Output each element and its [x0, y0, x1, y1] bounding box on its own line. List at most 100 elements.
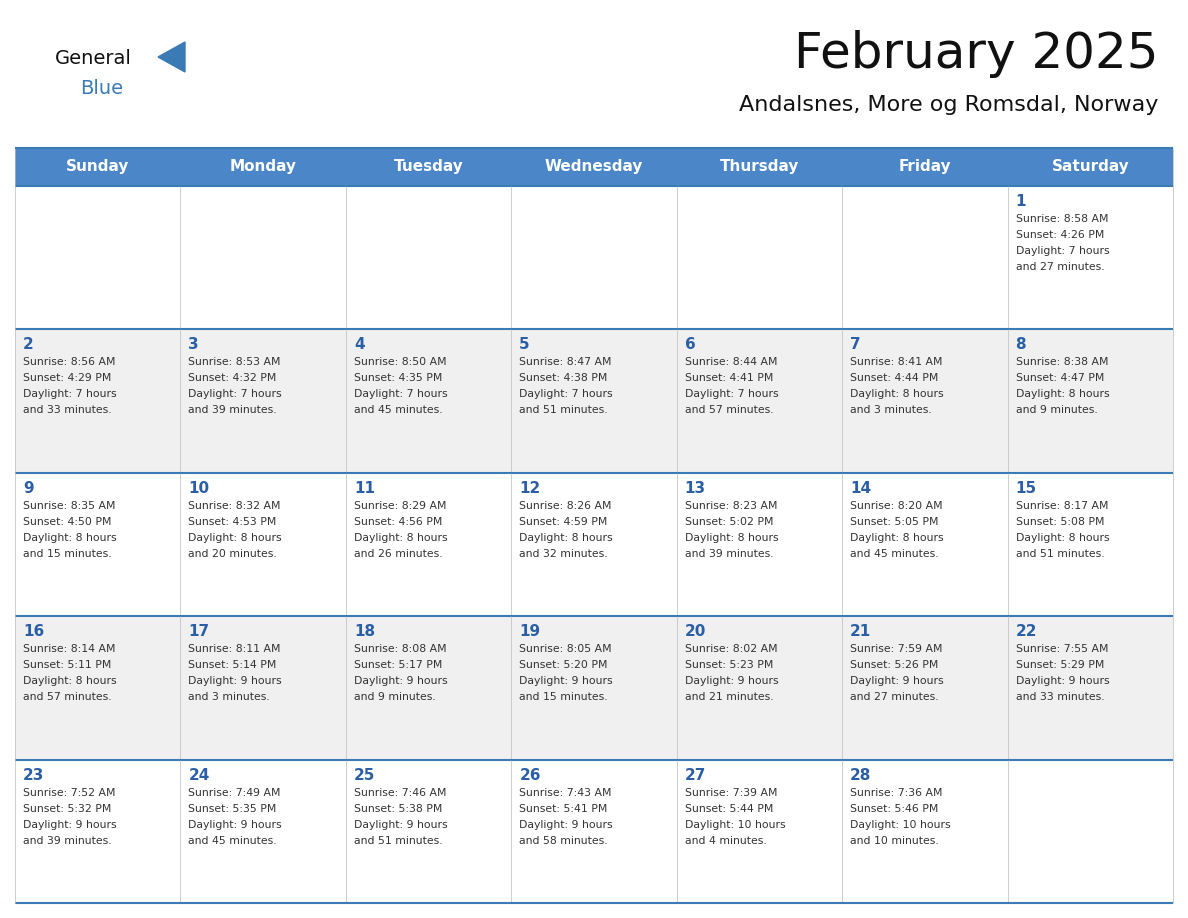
Text: 25: 25 — [354, 767, 375, 783]
Text: Sunset: 4:41 PM: Sunset: 4:41 PM — [684, 374, 773, 384]
Text: Sunrise: 8:02 AM: Sunrise: 8:02 AM — [684, 644, 777, 655]
Text: Sunrise: 7:36 AM: Sunrise: 7:36 AM — [851, 788, 942, 798]
Text: 28: 28 — [851, 767, 872, 783]
Text: and 57 minutes.: and 57 minutes. — [684, 406, 773, 416]
Text: 24: 24 — [189, 767, 210, 783]
Text: 17: 17 — [189, 624, 209, 639]
Text: Sunday: Sunday — [67, 160, 129, 174]
Text: Sunset: 5:14 PM: Sunset: 5:14 PM — [189, 660, 277, 670]
Text: Daylight: 9 hours: Daylight: 9 hours — [354, 677, 448, 686]
Text: and 27 minutes.: and 27 minutes. — [851, 692, 939, 702]
Text: Sunrise: 8:23 AM: Sunrise: 8:23 AM — [684, 501, 777, 510]
Text: Daylight: 10 hours: Daylight: 10 hours — [851, 820, 950, 830]
Text: Daylight: 7 hours: Daylight: 7 hours — [519, 389, 613, 399]
Text: 7: 7 — [851, 338, 861, 353]
Text: 6: 6 — [684, 338, 695, 353]
Text: Sunrise: 7:43 AM: Sunrise: 7:43 AM — [519, 788, 612, 798]
Text: Sunset: 5:46 PM: Sunset: 5:46 PM — [851, 803, 939, 813]
Text: Daylight: 9 hours: Daylight: 9 hours — [23, 820, 116, 830]
Text: Blue: Blue — [80, 79, 124, 97]
Text: Daylight: 9 hours: Daylight: 9 hours — [354, 820, 448, 830]
Text: and 45 minutes.: and 45 minutes. — [354, 406, 442, 416]
Text: and 57 minutes.: and 57 minutes. — [23, 692, 112, 702]
Text: Daylight: 7 hours: Daylight: 7 hours — [1016, 246, 1110, 256]
Text: Sunset: 5:20 PM: Sunset: 5:20 PM — [519, 660, 608, 670]
Text: and 51 minutes.: and 51 minutes. — [519, 406, 608, 416]
Text: Sunrise: 8:26 AM: Sunrise: 8:26 AM — [519, 501, 612, 510]
Text: Friday: Friday — [898, 160, 952, 174]
Text: Sunrise: 8:14 AM: Sunrise: 8:14 AM — [23, 644, 115, 655]
Text: Daylight: 8 hours: Daylight: 8 hours — [1016, 389, 1110, 399]
Text: 23: 23 — [23, 767, 44, 783]
Text: Sunset: 5:41 PM: Sunset: 5:41 PM — [519, 803, 607, 813]
Text: 4: 4 — [354, 338, 365, 353]
Text: Daylight: 8 hours: Daylight: 8 hours — [1016, 532, 1110, 543]
Text: Sunrise: 8:56 AM: Sunrise: 8:56 AM — [23, 357, 115, 367]
Text: 21: 21 — [851, 624, 871, 639]
Text: 9: 9 — [23, 481, 33, 496]
Text: and 20 minutes.: and 20 minutes. — [189, 549, 277, 559]
Bar — [15, 759, 1173, 903]
Text: Sunset: 4:50 PM: Sunset: 4:50 PM — [23, 517, 112, 527]
Text: Sunrise: 8:41 AM: Sunrise: 8:41 AM — [851, 357, 942, 367]
Text: and 33 minutes.: and 33 minutes. — [1016, 692, 1104, 702]
Text: 11: 11 — [354, 481, 375, 496]
Text: Sunrise: 8:47 AM: Sunrise: 8:47 AM — [519, 357, 612, 367]
Text: Daylight: 9 hours: Daylight: 9 hours — [189, 677, 282, 686]
Text: Sunrise: 8:44 AM: Sunrise: 8:44 AM — [684, 357, 777, 367]
Text: Sunrise: 8:29 AM: Sunrise: 8:29 AM — [354, 501, 447, 510]
Text: Daylight: 8 hours: Daylight: 8 hours — [189, 532, 282, 543]
Text: Sunset: 4:26 PM: Sunset: 4:26 PM — [1016, 230, 1104, 240]
Text: Daylight: 8 hours: Daylight: 8 hours — [851, 389, 943, 399]
Bar — [15, 148, 1173, 186]
Text: Sunset: 5:05 PM: Sunset: 5:05 PM — [851, 517, 939, 527]
Text: and 39 minutes.: and 39 minutes. — [189, 406, 277, 416]
Text: and 15 minutes.: and 15 minutes. — [23, 549, 112, 559]
Text: Sunset: 5:32 PM: Sunset: 5:32 PM — [23, 803, 112, 813]
Text: and 51 minutes.: and 51 minutes. — [354, 835, 442, 845]
Text: Daylight: 9 hours: Daylight: 9 hours — [189, 820, 282, 830]
Text: and 32 minutes.: and 32 minutes. — [519, 549, 608, 559]
Text: Sunset: 4:38 PM: Sunset: 4:38 PM — [519, 374, 607, 384]
Text: and 9 minutes.: and 9 minutes. — [1016, 406, 1098, 416]
Text: Sunset: 5:26 PM: Sunset: 5:26 PM — [851, 660, 939, 670]
Text: Daylight: 9 hours: Daylight: 9 hours — [684, 677, 778, 686]
Text: Sunrise: 7:55 AM: Sunrise: 7:55 AM — [1016, 644, 1108, 655]
Text: Sunset: 4:47 PM: Sunset: 4:47 PM — [1016, 374, 1104, 384]
Text: Thursday: Thursday — [720, 160, 800, 174]
Text: Sunrise: 7:52 AM: Sunrise: 7:52 AM — [23, 788, 115, 798]
Text: Sunrise: 8:08 AM: Sunrise: 8:08 AM — [354, 644, 447, 655]
Text: Tuesday: Tuesday — [393, 160, 463, 174]
Text: and 58 minutes.: and 58 minutes. — [519, 835, 608, 845]
Text: 1: 1 — [1016, 194, 1026, 209]
Text: Sunrise: 7:39 AM: Sunrise: 7:39 AM — [684, 788, 777, 798]
Text: and 9 minutes.: and 9 minutes. — [354, 692, 436, 702]
Text: Daylight: 9 hours: Daylight: 9 hours — [1016, 677, 1110, 686]
Text: Daylight: 9 hours: Daylight: 9 hours — [519, 820, 613, 830]
Bar — [15, 473, 1173, 616]
Text: Monday: Monday — [229, 160, 297, 174]
Text: Sunset: 4:35 PM: Sunset: 4:35 PM — [354, 374, 442, 384]
Text: Daylight: 10 hours: Daylight: 10 hours — [684, 820, 785, 830]
Text: 19: 19 — [519, 624, 541, 639]
Text: Sunrise: 8:53 AM: Sunrise: 8:53 AM — [189, 357, 280, 367]
Text: Sunset: 5:11 PM: Sunset: 5:11 PM — [23, 660, 112, 670]
Text: Sunset: 5:08 PM: Sunset: 5:08 PM — [1016, 517, 1104, 527]
Text: Sunrise: 8:50 AM: Sunrise: 8:50 AM — [354, 357, 447, 367]
Text: Sunrise: 8:35 AM: Sunrise: 8:35 AM — [23, 501, 115, 510]
Text: Sunset: 5:29 PM: Sunset: 5:29 PM — [1016, 660, 1104, 670]
Text: Sunrise: 8:20 AM: Sunrise: 8:20 AM — [851, 501, 943, 510]
Text: Sunrise: 8:17 AM: Sunrise: 8:17 AM — [1016, 501, 1108, 510]
Text: 15: 15 — [1016, 481, 1037, 496]
Text: and 21 minutes.: and 21 minutes. — [684, 692, 773, 702]
Text: Daylight: 9 hours: Daylight: 9 hours — [851, 677, 943, 686]
Text: Daylight: 8 hours: Daylight: 8 hours — [684, 532, 778, 543]
Text: Sunrise: 7:49 AM: Sunrise: 7:49 AM — [189, 788, 280, 798]
Text: 12: 12 — [519, 481, 541, 496]
Text: Daylight: 8 hours: Daylight: 8 hours — [519, 532, 613, 543]
Text: Sunrise: 8:38 AM: Sunrise: 8:38 AM — [1016, 357, 1108, 367]
Text: and 3 minutes.: and 3 minutes. — [189, 692, 270, 702]
Text: Sunrise: 8:05 AM: Sunrise: 8:05 AM — [519, 644, 612, 655]
Text: and 45 minutes.: and 45 minutes. — [189, 835, 277, 845]
Text: Sunset: 4:53 PM: Sunset: 4:53 PM — [189, 517, 277, 527]
